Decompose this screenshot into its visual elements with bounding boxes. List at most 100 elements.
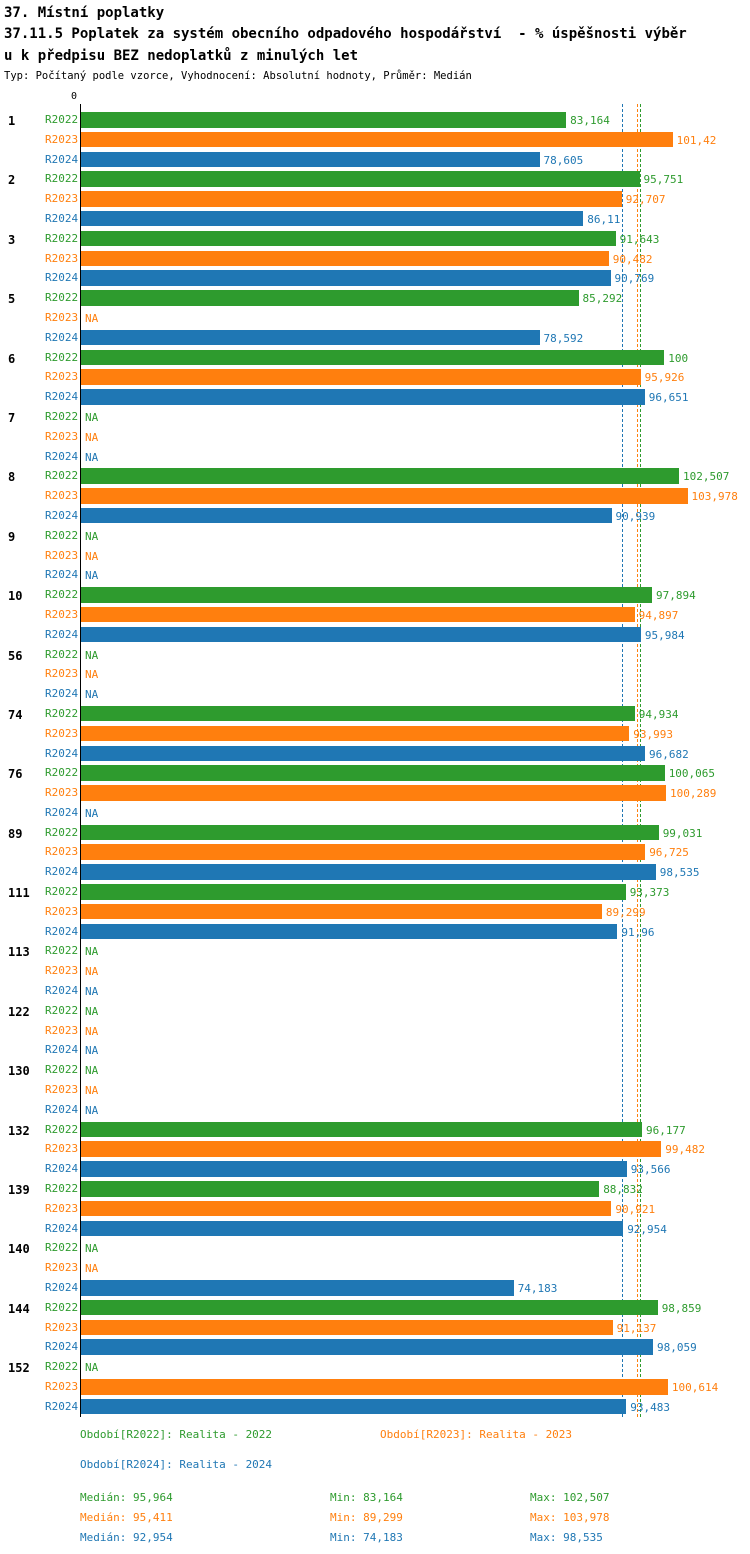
- bar: [81, 1200, 612, 1217]
- bar-row-56-R2024: R2024 NA: [0, 684, 750, 704]
- bar-row-140-R2023: R2023 NA: [0, 1258, 750, 1278]
- bar-row-144-R2024: R2024 98,059: [0, 1337, 750, 1357]
- group-id-label: 74: [8, 707, 23, 722]
- series-label: R2024: [45, 924, 79, 938]
- value-na-label: NA: [85, 985, 99, 999]
- group-id-label: 130: [8, 1064, 30, 1079]
- bar-row-3-R2024: R2024 90,769: [0, 268, 750, 288]
- series-label: R2024: [45, 271, 79, 285]
- value-na-label: NA: [85, 311, 99, 325]
- stat-median: Medián: 95,964: [80, 1491, 173, 1504]
- bar: [81, 1299, 658, 1316]
- bar-row-89-R2024: R2024 98,535: [0, 862, 750, 882]
- series-label: R2024: [45, 152, 79, 166]
- value-label: 94,897: [638, 608, 679, 622]
- bar-group-56: 56 R2022 NA R2023 NA R2024 NA: [0, 645, 750, 704]
- bar: [81, 1161, 627, 1177]
- value-label: 90,921: [615, 1202, 656, 1216]
- series-label: R2024: [45, 1340, 79, 1354]
- bar-row-7-R2023: R2023 NA: [0, 427, 750, 447]
- bar: [81, 626, 641, 643]
- bar-row-132-R2023: R2023 99,482: [0, 1139, 750, 1159]
- series-label: R2024: [45, 865, 79, 879]
- stat-median: Medián: 92,954: [80, 1531, 173, 1544]
- value-label: 100,289: [670, 787, 717, 801]
- series-label: R2024: [45, 1102, 79, 1116]
- bar-row-152-R2024: R2024 93,483: [0, 1397, 750, 1417]
- series-label: R2024: [45, 1043, 79, 1057]
- bar: [81, 725, 630, 742]
- series-label: R2022: [45, 172, 79, 186]
- series-label: R2022: [45, 588, 79, 602]
- bar: [81, 705, 635, 722]
- bar: [81, 606, 635, 623]
- group-id-label: 113: [8, 945, 30, 960]
- value-na-label: NA: [85, 1084, 99, 1098]
- group-id-label: 7: [8, 410, 16, 425]
- series-label: R2024: [45, 1281, 79, 1295]
- series-label: R2023: [45, 1083, 79, 1097]
- series-label: R2023: [45, 845, 79, 859]
- value-label: 96,177: [646, 1123, 686, 1137]
- bar: [81, 1339, 653, 1355]
- bar: [81, 151, 540, 168]
- report-section-title: 37. Místní poplatky: [4, 5, 165, 21]
- group-id-label: 10: [8, 589, 23, 604]
- bar-row-7-R2024: R2024 NA: [0, 447, 750, 467]
- value-na-label: NA: [85, 430, 99, 444]
- bar-row-76-R2022: R2022 100,065: [0, 763, 750, 783]
- value-na-label: NA: [85, 1242, 99, 1256]
- bar: [81, 488, 688, 504]
- bar-row-144-R2023: R2023 91,137: [0, 1318, 750, 1338]
- series-label: R2022: [45, 1122, 79, 1136]
- series-label: R2023: [45, 310, 79, 324]
- bar-row-130-R2023: R2023 NA: [0, 1080, 750, 1100]
- series-label: R2024: [45, 508, 79, 522]
- value-label: 100,614: [671, 1381, 719, 1394]
- series-label: R2024: [45, 1399, 79, 1413]
- series-label: R2023: [45, 786, 79, 800]
- series-label: R2024: [45, 984, 79, 998]
- bar: [81, 1181, 600, 1197]
- value-label: 86,11: [587, 212, 621, 226]
- group-id-label: 2: [8, 173, 16, 188]
- bar-row-76-R2024: R2024 NA: [0, 803, 750, 823]
- bar-row-132-R2024: R2024 93,566: [0, 1159, 750, 1179]
- bar-row-56-R2023: R2023 NA: [0, 664, 750, 684]
- bar-group-122: 122 R2022 NA R2023 NA R2024 NA: [0, 1001, 750, 1060]
- series-label: R2023: [45, 1142, 79, 1156]
- value-label: 90,769: [614, 272, 655, 286]
- series-label: R2023: [45, 1380, 79, 1393]
- series-label: R2023: [45, 726, 79, 740]
- series-label: R2024: [45, 211, 79, 225]
- bar: [81, 329, 540, 346]
- x-axis-zero-label: 0: [71, 91, 78, 102]
- bar: [81, 1121, 642, 1138]
- bar-row-8-R2023: R2023 103,978: [0, 486, 750, 506]
- bar-row-132-R2022: R2022 96,177: [0, 1120, 750, 1140]
- chart-title-line2: u k předpisu BEZ nedoplatků z minulých l…: [4, 48, 359, 64]
- group-id-label: 8: [8, 470, 16, 485]
- series-label: R2024: [45, 390, 79, 404]
- chart-rows: 1 R2022 83,164 R2023 101,42 R2024 78,605 2 R2022…: [0, 110, 750, 1417]
- group-id-label: 89: [8, 826, 23, 841]
- value-label: 93,993: [633, 727, 674, 741]
- value-na-label: NA: [85, 1024, 99, 1038]
- value-label: 103,978: [691, 490, 738, 504]
- bar-row-113-R2023: R2023 NA: [0, 961, 750, 981]
- bar-row-113-R2022: R2022 NA: [0, 941, 750, 961]
- bar: [81, 1220, 624, 1237]
- bar-row-56-R2022: R2022 NA: [0, 645, 750, 665]
- series-label: R2022: [45, 1241, 79, 1255]
- bar: [81, 389, 645, 405]
- value-label: 100,065: [668, 767, 716, 781]
- stats-row-r2023: Medián: 95,411 Min: 89,299 Max: 103,978: [0, 1508, 750, 1528]
- stat-max: Max: 103,978: [530, 1511, 610, 1524]
- stats-row-r2024: Medián: 92,954 Min: 74,183 Max: 98,535: [0, 1528, 750, 1548]
- value-label: 95,984: [644, 628, 685, 642]
- bar-row-5-R2024: R2024 78,592: [0, 328, 750, 348]
- bar-group-6: 6 R2022 100 R2023 95,926 R2024 96,651: [0, 348, 750, 407]
- bar: [81, 785, 666, 801]
- bar-row-1-R2023: R2023 101,42: [0, 130, 750, 150]
- value-label: 74,183: [517, 1282, 558, 1296]
